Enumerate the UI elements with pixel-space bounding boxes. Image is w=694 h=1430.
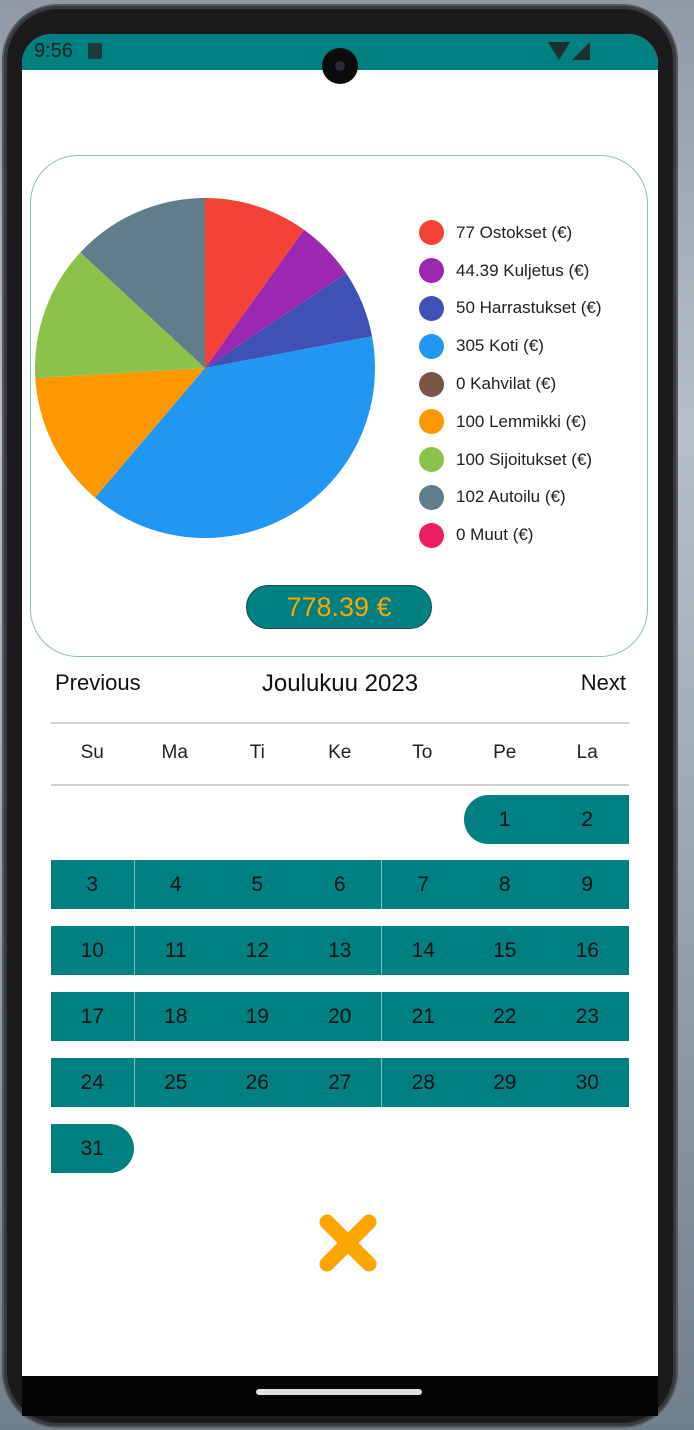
calendar-day[interactable]: 2 — [546, 795, 629, 844]
legend-color-dot — [419, 409, 444, 435]
calendar-day[interactable]: 25 — [133, 1058, 217, 1107]
legend-color-dot — [419, 258, 444, 284]
legend-label: 102 Autoilu (€) — [456, 487, 566, 507]
weekday-label: Pe — [493, 742, 517, 763]
weekday-header: Su Ma Ti Ke To Pe La — [51, 742, 629, 772]
calendar-day[interactable]: 18 — [133, 992, 217, 1041]
calendar-day[interactable]: 1 — [463, 795, 546, 844]
legend-color-dot — [419, 220, 444, 246]
previous-month-button[interactable]: Previous — [55, 670, 141, 695]
calendar-day[interactable]: 8 — [463, 860, 546, 909]
legend-color-dot — [419, 522, 444, 548]
legend-item: 77 Ostokset (€) — [419, 214, 602, 252]
calendar-day[interactable]: 9 — [546, 860, 629, 909]
legend-item: 100 Lemmikki (€) — [419, 403, 602, 441]
status-time: 9:56 — [34, 40, 73, 62]
divider — [51, 722, 629, 724]
weekday-label: To — [412, 742, 433, 763]
legend-label: 50 Harrastukset (€) — [456, 298, 602, 318]
calendar-day[interactable]: 7 — [381, 860, 465, 909]
legend-item: 0 Muut (€) — [419, 516, 602, 554]
calendar-day[interactable]: 14 — [381, 926, 465, 975]
legend-label: 100 Lemmikki (€) — [456, 411, 587, 431]
calendar-day[interactable]: 27 — [298, 1058, 381, 1107]
weekday-label: La — [576, 742, 598, 763]
legend-color-dot — [419, 484, 444, 510]
app-screen: 9:56 77 Ostokset (€) 44.39 Kuljetus (€) 50… — [22, 34, 658, 1410]
total-amount-badge: 778.39 € — [246, 585, 432, 629]
legend-color-dot — [419, 447, 444, 473]
weekday-label: Ma — [161, 742, 188, 763]
calendar-day[interactable]: 11 — [133, 926, 217, 975]
calendar-day[interactable]: 22 — [463, 992, 546, 1041]
calendar-day[interactable]: 21 — [381, 992, 465, 1041]
pie-slice — [205, 273, 373, 368]
calendar-day[interactable]: 31 — [51, 1124, 134, 1173]
calendar-day[interactable]: 15 — [463, 926, 546, 975]
weekday-label: Ke — [328, 742, 352, 763]
calendar-day[interactable]: 13 — [298, 926, 381, 975]
wifi-icon — [548, 42, 570, 60]
legend-item: 0 Kahvilat (€) — [419, 365, 602, 403]
chart-legend: 77 Ostokset (€) 44.39 Kuljetus (€) 50 Harr… — [419, 214, 602, 554]
calendar-day[interactable]: 4 — [133, 860, 217, 909]
next-month-button[interactable]: Next — [580, 670, 626, 695]
cell-signal-icon — [572, 42, 590, 60]
calendar-day[interactable]: 3 — [51, 860, 134, 909]
calendar-day[interactable]: 5 — [216, 860, 299, 909]
month-title: Joulukuu 2023 — [261, 670, 419, 697]
calendar-day[interactable]: 24 — [51, 1058, 134, 1107]
android-notification-icon — [88, 43, 102, 59]
weekday-label: Ti — [249, 742, 265, 763]
calendar-day[interactable]: 16 — [546, 926, 629, 975]
legend-label: 100 Sijoitukset (€) — [456, 449, 593, 469]
calendar-day[interactable]: 28 — [381, 1058, 465, 1107]
close-x-icon[interactable] — [317, 1212, 379, 1274]
legend-item: 100 Sijoitukset (€) — [419, 441, 602, 479]
weekday-label: Su — [80, 742, 104, 763]
legend-label: 0 Kahvilat (€) — [456, 374, 557, 394]
legend-item: 305 Koti (€) — [419, 327, 602, 365]
calendar-day[interactable]: 26 — [216, 1058, 299, 1107]
legend-item: 102 Autoilu (€) — [419, 479, 602, 517]
calendar-day[interactable]: 10 — [51, 926, 134, 975]
calendar-nav: Joulukuu 2023 Previous Next — [52, 664, 628, 704]
legend-color-dot — [419, 371, 444, 397]
legend-color-dot — [419, 295, 444, 321]
legend-label: 305 Koti (€) — [456, 336, 544, 356]
calendar-day[interactable]: 17 — [51, 992, 134, 1041]
expense-chart-card: 77 Ostokset (€) 44.39 Kuljetus (€) 50 Harr… — [30, 155, 648, 657]
pie-slice — [205, 198, 304, 368]
calendar-day[interactable]: 12 — [216, 926, 299, 975]
legend-item: 50 Harrastukset (€) — [419, 290, 602, 328]
pie-slice — [80, 198, 205, 368]
divider — [51, 784, 629, 786]
expense-pie-chart — [35, 198, 375, 538]
calendar-day[interactable]: 6 — [298, 860, 381, 909]
calendar-day[interactable]: 29 — [463, 1058, 546, 1107]
system-nav-bar — [22, 1376, 658, 1416]
legend-item: 44.39 Kuljetus (€) — [419, 252, 602, 290]
legend-label: 0 Muut (€) — [456, 525, 534, 545]
home-gesture-bar[interactable] — [256, 1389, 422, 1395]
calendar-day[interactable]: 20 — [298, 992, 381, 1041]
pie-slice — [205, 229, 347, 368]
legend-color-dot — [419, 333, 444, 359]
pie-slice — [35, 368, 205, 498]
pie-slice — [94, 336, 375, 538]
legend-label: 77 Ostokset (€) — [456, 222, 573, 242]
pie-slice — [35, 252, 206, 379]
legend-label: 44.39 Kuljetus (€) — [456, 260, 590, 280]
calendar-day[interactable]: 23 — [546, 992, 629, 1041]
calendar-day[interactable]: 30 — [546, 1058, 629, 1107]
front-camera — [322, 48, 358, 84]
calendar-day[interactable]: 19 — [216, 992, 299, 1041]
